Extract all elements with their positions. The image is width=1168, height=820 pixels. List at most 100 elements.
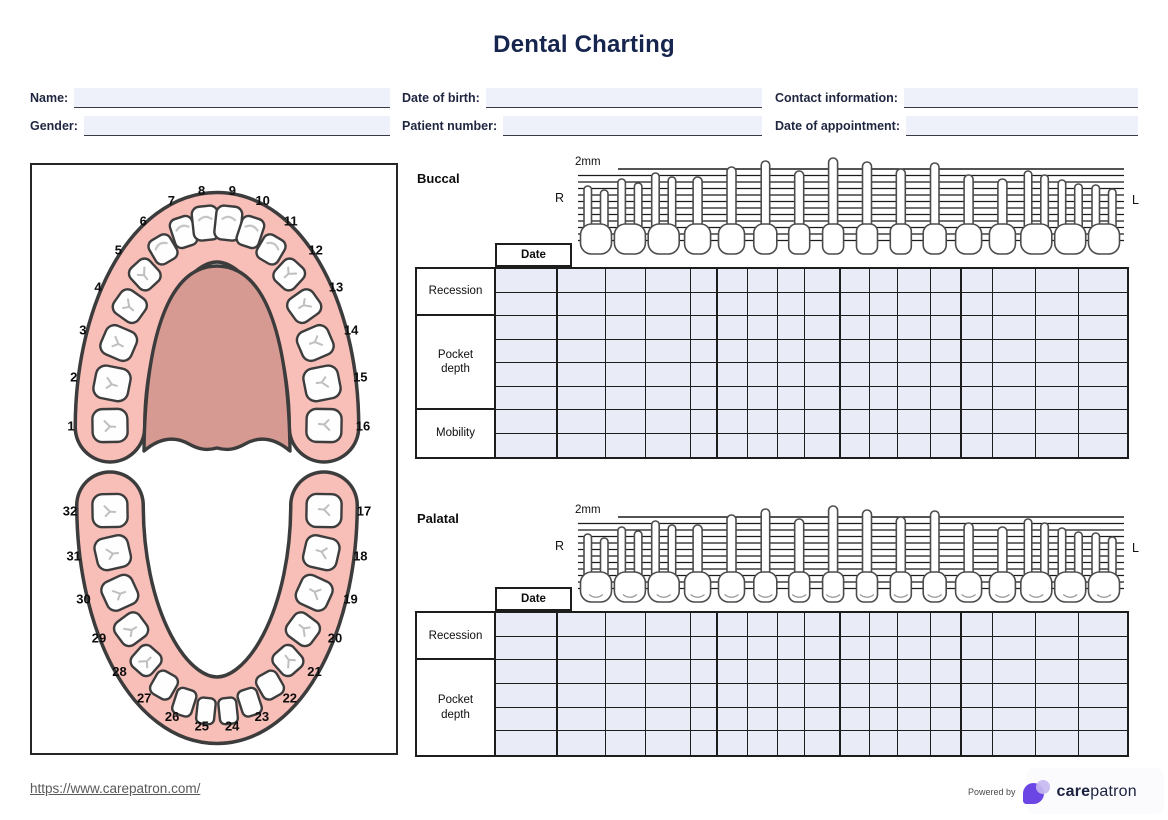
- palatal-cell-r3-c13[interactable]: [931, 660, 962, 684]
- tooth-shape[interactable]: [302, 364, 343, 403]
- contact-input[interactable]: [903, 88, 1138, 108]
- buccal-cell-r8-c8[interactable]: [778, 433, 805, 457]
- tooth-shape[interactable]: [91, 407, 129, 444]
- buccal-cell-r2-c5[interactable]: [691, 292, 718, 315]
- palatal-cell-r2-c9[interactable]: [805, 636, 841, 660]
- buccal-cell-r6-c17[interactable]: [1079, 386, 1127, 409]
- buccal-cell-r4-c14[interactable]: [962, 339, 993, 362]
- tooth-shape[interactable]: [109, 286, 150, 326]
- palatal-cell-r6-c14[interactable]: [962, 731, 993, 756]
- buccal-cell-r2-c11[interactable]: [870, 292, 898, 315]
- carepatron-link[interactable]: https://www.carepatron.com/: [30, 781, 201, 796]
- buccal-cell-r2-c8[interactable]: [778, 292, 805, 315]
- palatal-cell-r3-c3[interactable]: [606, 660, 646, 684]
- buccal-cell-r7-c16[interactable]: [1036, 410, 1079, 433]
- palatal-cell-r6-c9[interactable]: [805, 731, 841, 756]
- palatal-cell-r6-c1[interactable]: [496, 731, 558, 756]
- buccal-cell-r7-c2[interactable]: [558, 410, 606, 433]
- buccal-cell-r3-c15[interactable]: [993, 316, 1036, 339]
- buccal-cell-r8-c12[interactable]: [898, 433, 931, 457]
- palatal-cell-r6-c8[interactable]: [778, 731, 805, 756]
- palatal-cell-r6-c17[interactable]: [1079, 731, 1127, 756]
- palatal-cell-r2-c12[interactable]: [898, 636, 931, 660]
- palatal-cell-r4-c11[interactable]: [870, 684, 898, 707]
- buccal-cell-r5-c16[interactable]: [1036, 363, 1079, 386]
- tooth-shape[interactable]: [98, 572, 141, 614]
- tooth-shape[interactable]: [254, 232, 288, 267]
- buccal-cell-r4-c16[interactable]: [1036, 339, 1079, 362]
- palatal-cell-r3-c11[interactable]: [870, 660, 898, 684]
- buccal-cell-r2-c16[interactable]: [1036, 292, 1079, 315]
- palatal-cell-r5-c2[interactable]: [558, 707, 606, 731]
- buccal-cell-r8-c11[interactable]: [870, 433, 898, 457]
- palatal-cell-r3-c15[interactable]: [993, 660, 1036, 684]
- buccal-cell-r1-c9[interactable]: [805, 269, 841, 292]
- palatal-cell-r1-c11[interactable]: [870, 613, 898, 636]
- palatal-cell-r3-c12[interactable]: [898, 660, 931, 684]
- buccal-cell-r5-c9[interactable]: [805, 363, 841, 386]
- buccal-cell-r2-c10[interactable]: [841, 292, 870, 315]
- palatal-cell-r6-c12[interactable]: [898, 731, 931, 756]
- tooth-shape[interactable]: [294, 322, 337, 364]
- palatal-cell-r3-c16[interactable]: [1036, 660, 1079, 684]
- buccal-cell-r3-c10[interactable]: [841, 316, 870, 339]
- buccal-cell-r2-c1[interactable]: [496, 292, 558, 315]
- palatal-cell-r5-c6[interactable]: [718, 707, 748, 731]
- palatal-cell-r1-c10[interactable]: [841, 613, 870, 636]
- buccal-cell-r2-c6[interactable]: [718, 292, 748, 315]
- palatal-cell-r4-c9[interactable]: [805, 684, 841, 707]
- palatal-cell-r6-c15[interactable]: [993, 731, 1036, 756]
- buccal-cell-r1-c14[interactable]: [962, 269, 993, 292]
- buccal-cell-r1-c2[interactable]: [558, 269, 606, 292]
- buccal-cell-r3-c9[interactable]: [805, 316, 841, 339]
- buccal-cell-r8-c1[interactable]: [496, 433, 558, 457]
- buccal-cell-r2-c7[interactable]: [748, 292, 778, 315]
- tooth-shape[interactable]: [194, 696, 217, 726]
- palatal-cell-r1-c3[interactable]: [606, 613, 646, 636]
- tooth-shape[interactable]: [93, 533, 133, 572]
- palatal-cell-r6-c13[interactable]: [931, 731, 962, 756]
- palatal-cell-r1-c5[interactable]: [691, 613, 718, 636]
- buccal-cell-r8-c6[interactable]: [718, 433, 748, 457]
- buccal-cell-r4-c12[interactable]: [898, 339, 931, 362]
- buccal-cell-r4-c5[interactable]: [691, 339, 718, 362]
- buccal-cell-r4-c2[interactable]: [558, 339, 606, 362]
- buccal-cell-r7-c13[interactable]: [931, 410, 962, 433]
- buccal-cell-r1-c11[interactable]: [870, 269, 898, 292]
- buccal-cell-r7-c8[interactable]: [778, 410, 805, 433]
- buccal-cell-r2-c15[interactable]: [993, 292, 1036, 315]
- buccal-cell-r7-c3[interactable]: [606, 410, 646, 433]
- buccal-cell-r8-c3[interactable]: [606, 433, 646, 457]
- palatal-cell-r1-c14[interactable]: [962, 613, 993, 636]
- palatal-cell-r2-c5[interactable]: [691, 636, 718, 660]
- buccal-cell-r6-c5[interactable]: [691, 386, 718, 409]
- palatal-cell-r2-c14[interactable]: [962, 636, 993, 660]
- buccal-cell-r4-c10[interactable]: [841, 339, 870, 362]
- buccal-cell-r8-c10[interactable]: [841, 433, 870, 457]
- tooth-shape[interactable]: [170, 686, 198, 718]
- buccal-cell-r1-c12[interactable]: [898, 269, 931, 292]
- tooth-shape[interactable]: [127, 642, 164, 679]
- tooth-shape[interactable]: [217, 696, 240, 726]
- palatal-cell-r1-c2[interactable]: [558, 613, 606, 636]
- tooth-shape[interactable]: [283, 609, 324, 649]
- buccal-cell-r5-c8[interactable]: [778, 363, 805, 386]
- buccal-cell-r6-c6[interactable]: [718, 386, 748, 409]
- buccal-cell-r6-c14[interactable]: [962, 386, 993, 409]
- buccal-cell-r3-c1[interactable]: [496, 316, 558, 339]
- powered-by-badge[interactable]: Powered by carepatron: [968, 774, 1137, 810]
- buccal-cell-r5-c15[interactable]: [993, 363, 1036, 386]
- buccal-cell-r8-c7[interactable]: [748, 433, 778, 457]
- palatal-cell-r2-c1[interactable]: [496, 636, 558, 660]
- buccal-cell-r2-c4[interactable]: [646, 292, 691, 315]
- palatal-cell-r5-c13[interactable]: [931, 707, 962, 731]
- buccal-cell-r4-c15[interactable]: [993, 339, 1036, 362]
- name-input[interactable]: [74, 88, 390, 108]
- palatal-cell-r1-c4[interactable]: [646, 613, 691, 636]
- palatal-cell-r3-c6[interactable]: [718, 660, 748, 684]
- palatal-cell-r4-c7[interactable]: [748, 684, 778, 707]
- palatal-cell-r5-c7[interactable]: [748, 707, 778, 731]
- palatal-cell-r2-c17[interactable]: [1079, 636, 1127, 660]
- tooth-shape[interactable]: [236, 686, 264, 718]
- buccal-cell-r5-c12[interactable]: [898, 363, 931, 386]
